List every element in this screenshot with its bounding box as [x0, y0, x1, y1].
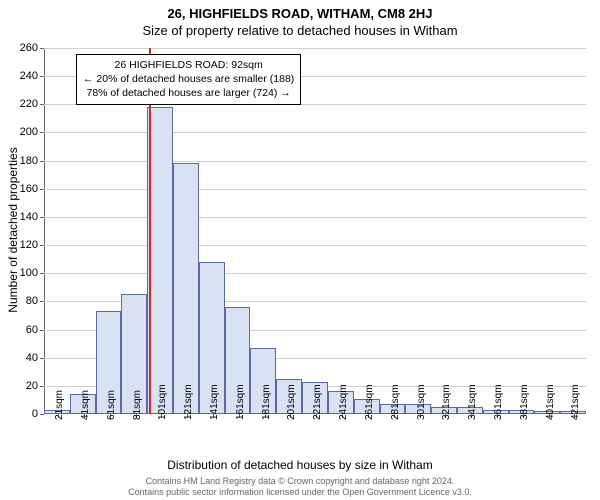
x-tick-label: 61sqm — [106, 390, 117, 420]
gridline — [44, 273, 586, 274]
y-tick-label: 160 — [20, 183, 44, 195]
y-axis-label: Number of detached properties — [6, 147, 20, 312]
x-tick-label: 381sqm — [519, 384, 530, 420]
page-title: 26, HIGHFIELDS ROAD, WITHAM, CM8 2HJ — [0, 0, 600, 21]
footer-line: Contains public sector information licen… — [0, 487, 600, 498]
x-tick-label: 281sqm — [390, 384, 401, 420]
annotation-line: 26 HIGHFIELDS ROAD: 92sqm — [83, 58, 294, 72]
x-tick-label: 221sqm — [312, 384, 323, 420]
footer-line: Contains HM Land Registry data © Crown c… — [0, 476, 600, 487]
y-tick-label: 240 — [20, 70, 44, 82]
x-tick-label: 261sqm — [364, 384, 375, 420]
x-tick-label: 121sqm — [183, 384, 194, 420]
x-tick-label: 421sqm — [570, 384, 581, 420]
gridline — [44, 189, 586, 190]
y-tick-label: 200 — [20, 126, 44, 138]
y-tick-label: 180 — [20, 155, 44, 167]
attribution-footer: Contains HM Land Registry data © Crown c… — [0, 476, 600, 499]
x-tick-label: 21sqm — [54, 390, 65, 420]
y-tick-label: 0 — [32, 408, 44, 420]
x-tick-label: 241sqm — [338, 384, 349, 420]
gridline — [44, 245, 586, 246]
gridline — [44, 217, 586, 218]
chart-subtitle: Size of property relative to detached ho… — [0, 21, 600, 38]
y-tick-label: 100 — [20, 267, 44, 279]
y-axis-line — [44, 48, 45, 414]
gridline — [44, 48, 586, 49]
y-tick-label: 260 — [20, 42, 44, 54]
plot-area: 02040608010012014016018020022024026021sq… — [44, 48, 586, 414]
x-tick-label: 361sqm — [493, 384, 504, 420]
x-tick-label: 81sqm — [132, 390, 143, 420]
x-axis-label: Distribution of detached houses by size … — [0, 458, 600, 472]
x-tick-label: 341sqm — [467, 384, 478, 420]
y-tick-label: 140 — [20, 211, 44, 223]
annotation-line: 78% of detached houses are larger (724) … — [83, 86, 294, 100]
histogram-bar — [147, 107, 173, 414]
x-tick-label: 101sqm — [157, 384, 168, 420]
annotation-line: ← 20% of detached houses are smaller (18… — [83, 72, 294, 86]
y-tick-label: 60 — [26, 324, 44, 336]
x-tick-label: 161sqm — [235, 384, 246, 420]
x-tick-label: 401sqm — [545, 384, 556, 420]
x-tick-label: 41sqm — [80, 390, 91, 420]
gridline — [44, 161, 586, 162]
x-tick-label: 181sqm — [261, 384, 272, 420]
x-tick-label: 141sqm — [209, 384, 220, 420]
chart-container: 26, HIGHFIELDS ROAD, WITHAM, CM8 2HJ Siz… — [0, 0, 600, 500]
x-tick-label: 301sqm — [416, 384, 427, 420]
y-tick-label: 20 — [26, 380, 44, 392]
y-tick-label: 40 — [26, 352, 44, 364]
x-tick-label: 201sqm — [286, 384, 297, 420]
histogram-bar — [173, 163, 199, 414]
y-tick-label: 120 — [20, 239, 44, 251]
annotation-box: 26 HIGHFIELDS ROAD: 92sqm← 20% of detach… — [76, 54, 301, 105]
gridline — [44, 132, 586, 133]
x-tick-label: 321sqm — [441, 384, 452, 420]
y-tick-label: 220 — [20, 98, 44, 110]
y-tick-label: 80 — [26, 295, 44, 307]
